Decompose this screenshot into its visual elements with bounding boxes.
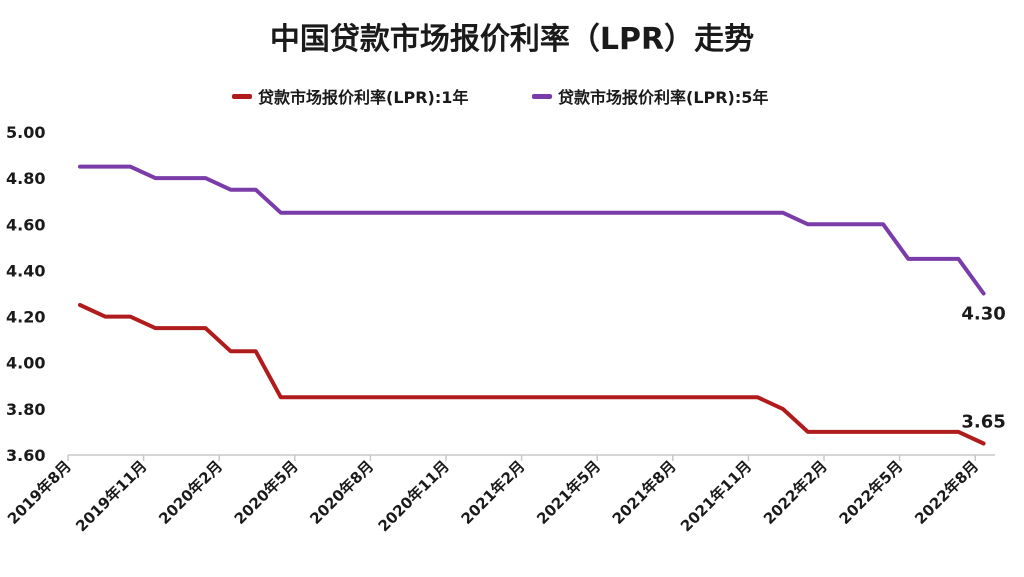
chart-title: 中国贷款市场报价利率（LPR）走势 (269, 22, 755, 57)
legend-item-1y: 贷款市场报价利率(LPR):1年 (232, 84, 468, 108)
x-tick-label: 2022年2月 (760, 457, 831, 528)
y-tick-label: 3.80 (6, 400, 45, 419)
x-tick-label: 2021年8月 (609, 457, 680, 528)
y-tick-label: 3.60 (6, 446, 45, 465)
legend-swatch-5y (532, 93, 552, 99)
series-line-1y (78, 303, 986, 446)
legend-item-5y: 贷款市场报价利率(LPR):5年 (532, 84, 768, 108)
end-label-1y: 3.65 (961, 411, 1005, 432)
x-tick-label: 2019年11月 (72, 457, 150, 535)
x-tick-label: 2019年8月 (4, 457, 75, 528)
legend: 贷款市场报价利率(LPR):1年 贷款市场报价利率(LPR):5年 (0, 84, 1024, 108)
x-tick-label: 2022年5月 (836, 457, 907, 528)
end-label-5y: 4.30 (961, 304, 1005, 325)
x-tick-label: 2020年2月 (155, 457, 226, 528)
series-line-5y (78, 164, 986, 296)
legend-label-1y: 贷款市场报价利率(LPR):1年 (258, 88, 469, 107)
y-tick-label: 4.80 (6, 169, 45, 188)
x-tick-label: 2020年8月 (306, 457, 377, 528)
legend-label-5y: 贷款市场报价利率(LPR):5年 (558, 88, 769, 107)
y-tick-label: 4.20 (6, 308, 45, 327)
legend-swatch-1y (232, 93, 252, 99)
y-tick-label: 5.00 (6, 123, 45, 142)
x-tick-label: 2022年8月 (911, 457, 982, 528)
y-tick-label: 4.00 (6, 354, 45, 373)
x-tick-label: 2021年11月 (677, 457, 755, 535)
y-tick-label: 4.40 (6, 261, 45, 280)
y-tick-label: 4.60 (6, 215, 45, 234)
x-tick-label: 2021年5月 (533, 457, 604, 528)
x-tick-label: 2020年5月 (231, 457, 302, 528)
x-tick-label: 2021年2月 (458, 457, 529, 528)
x-tick-label: 2020年11月 (375, 457, 453, 535)
